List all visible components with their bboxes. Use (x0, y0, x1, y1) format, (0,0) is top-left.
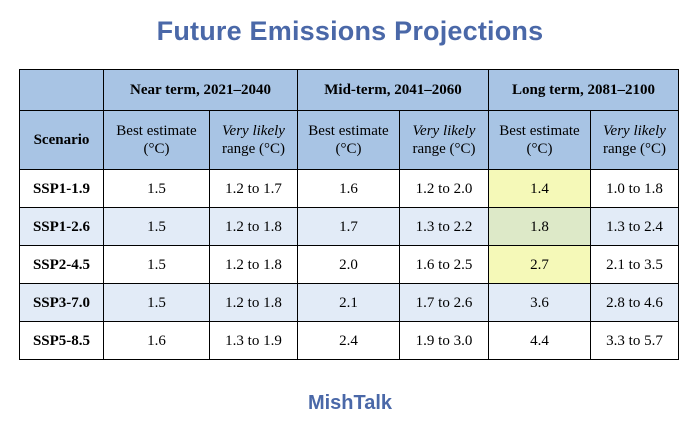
table-row: SSP2-4.5 1.5 1.2 to 1.8 2.0 1.6 to 2.5 2… (19, 245, 679, 284)
projections-table: Near term, 2021–2040 Mid-term, 2041–2060… (19, 69, 679, 360)
table-cell: 1.2 to 1.7 (209, 169, 298, 208)
table-cell: 1.5 (103, 169, 210, 208)
highlighted-cell: 2.7 (488, 245, 591, 284)
table-cell: 2.8 to 4.6 (590, 283, 679, 322)
table-cell: 1.6 to 2.5 (399, 245, 489, 284)
table-row: SSP3-7.0 1.5 1.2 to 1.8 2.1 1.7 to 2.6 3… (19, 283, 679, 322)
table-cell: 1.6 (297, 169, 400, 208)
header-likely-range: Very likely range (°C) (590, 110, 679, 170)
table-cell: 4.4 (488, 321, 591, 360)
header-row-groups: Near term, 2021–2040 Mid-term, 2041–2060… (19, 69, 679, 111)
table-cell: 1.7 to 2.6 (399, 283, 489, 322)
table-cell: 1.6 (103, 321, 210, 360)
page-title: Future Emissions Projections (156, 16, 544, 46)
table-cell: 1.5 (103, 207, 210, 246)
highlighted-cell: 1.4 (488, 169, 591, 208)
table-cell: 1.9 to 3.0 (399, 321, 489, 360)
header-near-term: Near term, 2021–2040 (103, 69, 298, 111)
table-row: SSP1-1.9 1.5 1.2 to 1.7 1.6 1.2 to 2.0 1… (19, 169, 679, 208)
table-cell: 2.1 (297, 283, 400, 322)
highlighted-cell: 1.8 (488, 207, 591, 246)
header-best-estimate: Best estimate (°C) (103, 110, 210, 170)
table-cell: 2.4 (297, 321, 400, 360)
scenario-cell: SSP1-2.6 (19, 207, 104, 246)
table-cell: 3.6 (488, 283, 591, 322)
header-corner (19, 69, 104, 111)
scenario-cell: SSP3-7.0 (19, 283, 104, 322)
header-row-columns: Scenario Best estimate (°C) Very likely ra… (19, 110, 679, 170)
table-cell: 1.3 to 2.4 (590, 207, 679, 246)
scenario-cell: SSP5-8.5 (19, 321, 104, 360)
table-row: SSP1-2.6 1.5 1.2 to 1.8 1.7 1.3 to 2.2 1… (19, 207, 679, 246)
header-best-estimate: Best estimate (°C) (488, 110, 591, 170)
header-long-term: Long term, 2081–2100 (488, 69, 679, 111)
header-scenario: Scenario (19, 110, 104, 170)
scenario-cell: SSP1-1.9 (19, 169, 104, 208)
header-mid-term: Mid-term, 2041–2060 (297, 69, 489, 111)
source-credit: MishTalk (307, 392, 393, 414)
table-cell: 2.0 (297, 245, 400, 284)
table-cell: 3.3 to 5.7 (590, 321, 679, 360)
table-cell: 1.2 to 1.8 (209, 207, 298, 246)
table-cell: 1.5 (103, 245, 210, 284)
table-row: SSP5-8.5 1.6 1.3 to 1.9 2.4 1.9 to 3.0 4… (19, 321, 679, 360)
table-cell: 1.5 (103, 283, 210, 322)
header-best-estimate: Best estimate (°C) (297, 110, 400, 170)
table-cell: 1.3 to 1.9 (209, 321, 298, 360)
table-cell: 2.1 to 3.5 (590, 245, 679, 284)
table-cell: 1.0 to 1.8 (590, 169, 679, 208)
header-likely-range: Very likely range (°C) (209, 110, 298, 170)
table-cell: 1.2 to 1.8 (209, 283, 298, 322)
scenario-cell: SSP2-4.5 (19, 245, 104, 284)
table-cell: 1.2 to 1.8 (209, 245, 298, 284)
table-cell: 1.3 to 2.2 (399, 207, 489, 246)
table-cell: 1.2 to 2.0 (399, 169, 489, 208)
table-cell: 1.7 (297, 207, 400, 246)
header-likely-range: Very likely range (°C) (399, 110, 489, 170)
